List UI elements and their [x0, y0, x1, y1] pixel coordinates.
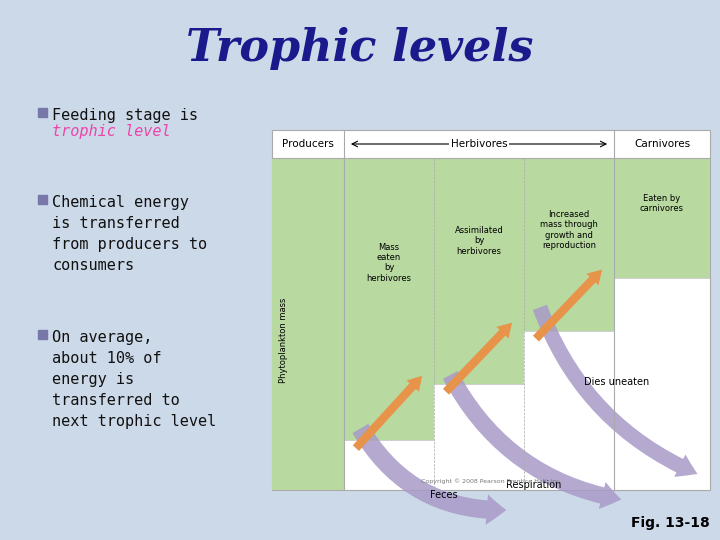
- Text: Dies uneaten: Dies uneaten: [585, 377, 649, 387]
- Text: Feces: Feces: [430, 490, 458, 500]
- FancyArrowPatch shape: [533, 269, 602, 341]
- Bar: [434, 158, 524, 384]
- Text: Eaten by
carnivores: Eaten by carnivores: [640, 194, 684, 213]
- Bar: [38, 330, 47, 339]
- Bar: [344, 158, 434, 440]
- Text: Chemical energy
is transferred
from producers to
consumers: Chemical energy is transferred from prod…: [52, 195, 207, 273]
- Bar: [524, 158, 614, 330]
- Text: Herbivores: Herbivores: [451, 139, 508, 149]
- FancyArrowPatch shape: [353, 376, 422, 451]
- Text: Feeding stage is: Feeding stage is: [52, 108, 198, 123]
- Text: Producers: Producers: [282, 139, 334, 149]
- Bar: [272, 158, 344, 490]
- Bar: [614, 158, 710, 278]
- Bar: [38, 195, 47, 204]
- Text: Fig. 13-18: Fig. 13-18: [631, 516, 710, 530]
- Text: Increased
mass through
growth and
reproduction: Increased mass through growth and reprod…: [540, 210, 598, 250]
- Text: Respiration: Respiration: [506, 480, 562, 490]
- FancyArrowPatch shape: [533, 305, 698, 477]
- Text: Mass
eaten
by
herbivores: Mass eaten by herbivores: [366, 242, 412, 283]
- Text: On average,
about 10% of
energy is
transferred to
next trophic level: On average, about 10% of energy is trans…: [52, 330, 216, 429]
- Text: trophic level: trophic level: [52, 124, 171, 139]
- FancyArrowPatch shape: [443, 371, 621, 509]
- Bar: [38, 108, 47, 117]
- Bar: [272, 130, 710, 490]
- FancyArrowPatch shape: [353, 424, 506, 525]
- FancyArrowPatch shape: [443, 322, 512, 395]
- Text: Copyright © 2008 Pearson Prentice Hall, Inc.: Copyright © 2008 Pearson Prentice Hall, …: [420, 478, 562, 484]
- Text: Assimilated
by
herbivores: Assimilated by herbivores: [454, 226, 503, 255]
- Text: Phytoplankton mass: Phytoplankton mass: [279, 298, 289, 383]
- Text: Trophic levels: Trophic levels: [186, 26, 534, 70]
- Text: Carnivores: Carnivores: [634, 139, 690, 149]
